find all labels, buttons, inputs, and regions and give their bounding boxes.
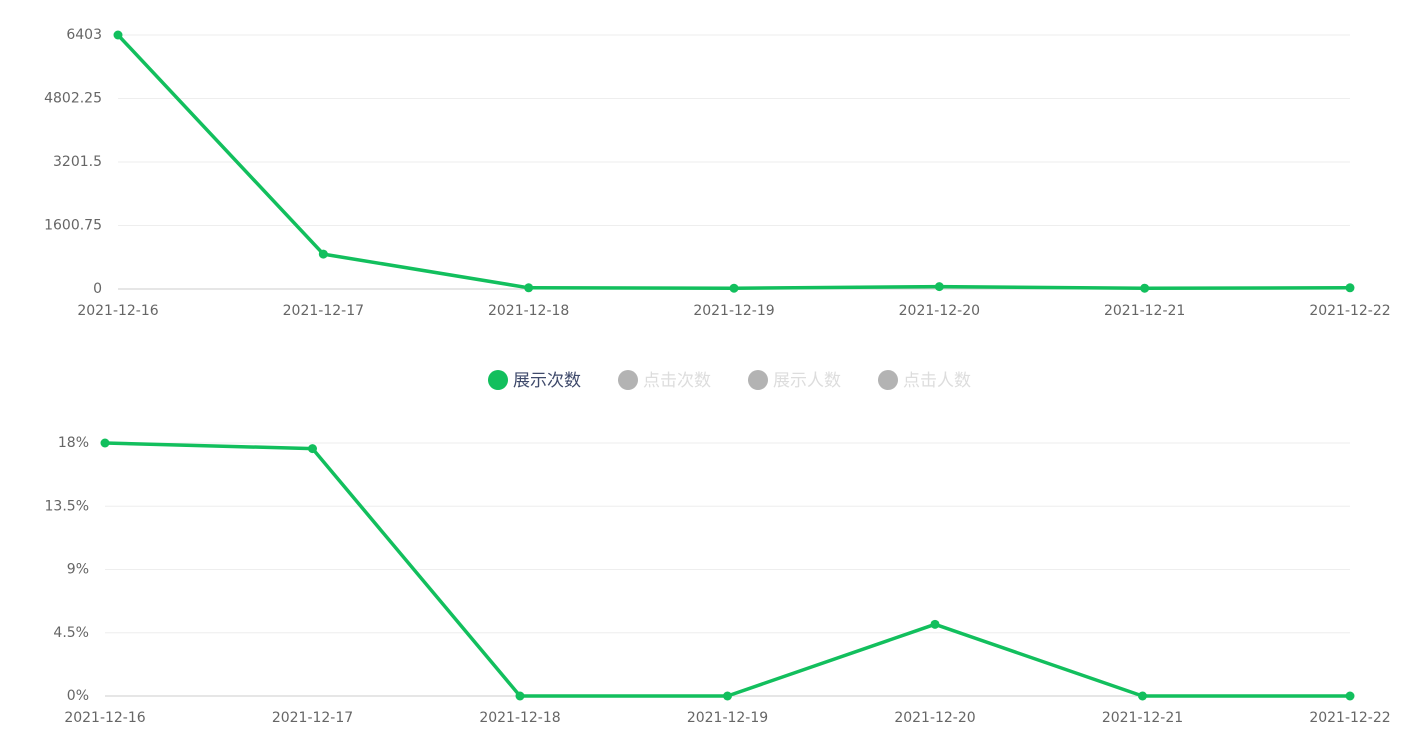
data-point xyxy=(729,283,739,293)
x-tick-label: 2021-12-18 xyxy=(479,710,560,726)
data-point xyxy=(723,691,732,701)
legend-label[interactable]: 点击人数 xyxy=(903,371,971,391)
legend-marker[interactable] xyxy=(878,370,898,390)
x-tick-label: 2021-12-18 xyxy=(488,303,569,319)
x-tick-label: 2021-12-19 xyxy=(687,710,768,726)
legend-label[interactable]: 展示次数 xyxy=(513,371,581,391)
data-point xyxy=(930,619,940,629)
legend-marker[interactable] xyxy=(488,370,508,390)
x-tick-label: 2021-12-20 xyxy=(894,710,975,726)
y-tick-label: 0% xyxy=(67,688,89,704)
y-tick-label: 0 xyxy=(93,281,102,297)
y-tick-label: 1600.75 xyxy=(44,218,102,234)
y-tick-label: 18% xyxy=(58,435,89,451)
data-point xyxy=(308,444,317,454)
x-tick-label: 2021-12-21 xyxy=(1102,710,1183,726)
data-point xyxy=(1345,691,1355,701)
x-tick-label: 2021-12-22 xyxy=(1309,303,1390,319)
data-point xyxy=(515,691,525,701)
y-tick-label: 13.5% xyxy=(45,498,89,514)
x-tick-label: 2021-12-17 xyxy=(283,303,364,319)
legend-marker[interactable] xyxy=(748,370,768,390)
x-tick-label: 2021-12-16 xyxy=(77,303,158,319)
legend-label[interactable]: 点击次数 xyxy=(643,371,711,391)
data-point xyxy=(113,30,123,40)
data-point xyxy=(1138,691,1147,701)
x-tick-label: 2021-12-21 xyxy=(1104,303,1185,319)
legend-marker[interactable] xyxy=(618,370,638,390)
x-tick-label: 2021-12-22 xyxy=(1309,710,1390,726)
x-tick-label: 2021-12-17 xyxy=(272,710,353,726)
data-point xyxy=(524,283,534,293)
y-tick-label: 6403 xyxy=(66,27,102,43)
data-point xyxy=(318,249,328,259)
data-point xyxy=(1140,283,1150,293)
x-tick-label: 2021-12-20 xyxy=(899,303,980,319)
y-tick-label: 4.5% xyxy=(53,625,89,641)
x-tick-label: 2021-12-19 xyxy=(693,303,774,319)
data-point xyxy=(100,438,110,448)
y-tick-label: 9% xyxy=(67,562,89,578)
data-point xyxy=(934,282,944,292)
y-tick-label: 3201.5 xyxy=(53,154,102,170)
data-point xyxy=(1345,283,1355,293)
y-tick-label: 4802.25 xyxy=(44,91,102,107)
legend-label[interactable]: 展示人数 xyxy=(773,371,841,391)
x-tick-label: 2021-12-16 xyxy=(64,710,145,726)
